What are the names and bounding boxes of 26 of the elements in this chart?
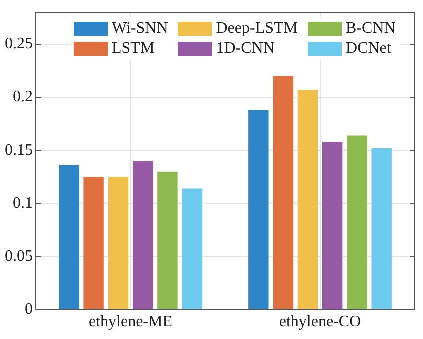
y-tick-label: 0.15 — [5, 142, 33, 159]
x-tick-label: ethylene-CO — [279, 314, 362, 331]
bar — [273, 76, 294, 310]
bar — [372, 148, 392, 310]
y-tick-label: 0.05 — [5, 248, 33, 265]
bar — [158, 172, 178, 310]
x-tick-label: ethylene-ME — [88, 314, 173, 331]
legend-label: Deep-LSTM — [216, 20, 298, 38]
legend-label: DCNet — [346, 40, 392, 58]
bar — [84, 177, 104, 310]
bar — [347, 136, 368, 310]
bar — [298, 90, 318, 310]
bar — [59, 165, 80, 310]
bar — [108, 177, 129, 310]
bar — [322, 142, 343, 310]
y-tick-label: 0.2 — [13, 88, 33, 106]
legend-label: LSTM — [112, 40, 155, 58]
bar — [182, 188, 202, 310]
y-tick-label: 0.1 — [13, 194, 33, 212]
y-tick-label: 0.25 — [5, 36, 33, 53]
legend-label: B-CNN — [346, 20, 396, 38]
bar — [248, 110, 269, 310]
legend-label: Wi-SNN — [112, 20, 168, 38]
legend-label: 1D-CNN — [216, 40, 275, 58]
bar — [132, 161, 154, 310]
y-tick-label: 0 — [25, 301, 33, 318]
